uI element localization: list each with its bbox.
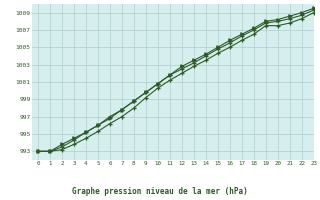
Text: Graphe pression niveau de la mer (hPa): Graphe pression niveau de la mer (hPa) [72, 188, 248, 196]
